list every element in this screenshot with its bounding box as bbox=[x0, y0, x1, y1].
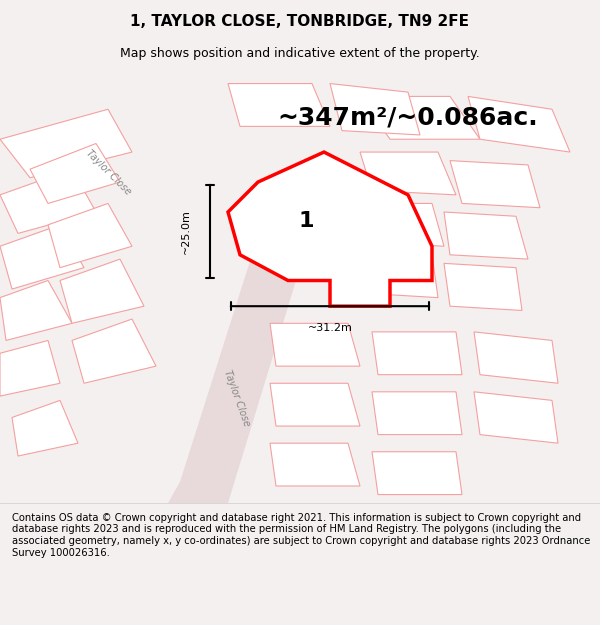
Polygon shape bbox=[0, 225, 84, 289]
Polygon shape bbox=[0, 281, 72, 341]
Text: Taylor Close: Taylor Close bbox=[222, 369, 251, 428]
Polygon shape bbox=[444, 263, 522, 311]
Text: ~347m²/~0.086ac.: ~347m²/~0.086ac. bbox=[278, 106, 538, 130]
Text: ~31.2m: ~31.2m bbox=[308, 322, 352, 332]
Polygon shape bbox=[0, 109, 132, 178]
Text: 1: 1 bbox=[298, 211, 314, 231]
Polygon shape bbox=[0, 169, 96, 233]
Text: 1, TAYLOR CLOSE, TONBRIDGE, TN9 2FE: 1, TAYLOR CLOSE, TONBRIDGE, TN9 2FE bbox=[131, 14, 470, 29]
Polygon shape bbox=[444, 212, 528, 259]
Polygon shape bbox=[360, 96, 480, 139]
Polygon shape bbox=[474, 392, 558, 443]
Polygon shape bbox=[360, 203, 444, 246]
Polygon shape bbox=[372, 392, 462, 434]
Polygon shape bbox=[30, 144, 120, 203]
Polygon shape bbox=[360, 255, 438, 298]
Polygon shape bbox=[474, 332, 558, 383]
Polygon shape bbox=[48, 203, 132, 268]
Text: Contains OS data © Crown copyright and database right 2021. This information is : Contains OS data © Crown copyright and d… bbox=[12, 513, 590, 558]
Polygon shape bbox=[252, 169, 348, 238]
Polygon shape bbox=[372, 332, 462, 374]
Polygon shape bbox=[270, 323, 360, 366]
Polygon shape bbox=[12, 401, 78, 456]
Polygon shape bbox=[72, 319, 156, 383]
Text: Taylor Close: Taylor Close bbox=[84, 148, 133, 197]
Polygon shape bbox=[168, 255, 300, 503]
Polygon shape bbox=[360, 152, 456, 195]
Polygon shape bbox=[60, 259, 144, 323]
Polygon shape bbox=[228, 152, 432, 306]
Polygon shape bbox=[270, 383, 360, 426]
Polygon shape bbox=[270, 443, 360, 486]
Polygon shape bbox=[372, 452, 462, 494]
Text: Map shows position and indicative extent of the property.: Map shows position and indicative extent… bbox=[120, 48, 480, 61]
Polygon shape bbox=[468, 96, 570, 152]
Polygon shape bbox=[0, 341, 60, 396]
Text: ~25.0m: ~25.0m bbox=[181, 209, 191, 254]
Polygon shape bbox=[330, 84, 420, 135]
Polygon shape bbox=[450, 161, 540, 208]
Polygon shape bbox=[228, 84, 330, 126]
